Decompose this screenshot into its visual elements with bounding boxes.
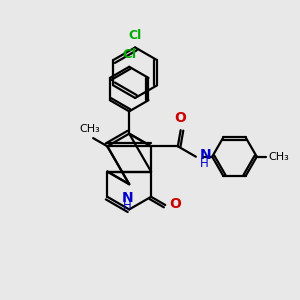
Text: N: N <box>122 191 134 205</box>
Text: CH₃: CH₃ <box>269 152 290 162</box>
Text: CH₃: CH₃ <box>80 124 101 134</box>
Text: O: O <box>175 111 187 125</box>
Text: N: N <box>200 148 211 162</box>
Text: H: H <box>200 157 208 170</box>
Text: O: O <box>170 196 182 211</box>
Text: Cl: Cl <box>128 29 142 42</box>
Text: H: H <box>123 199 132 212</box>
Text: Cl: Cl <box>122 48 136 62</box>
